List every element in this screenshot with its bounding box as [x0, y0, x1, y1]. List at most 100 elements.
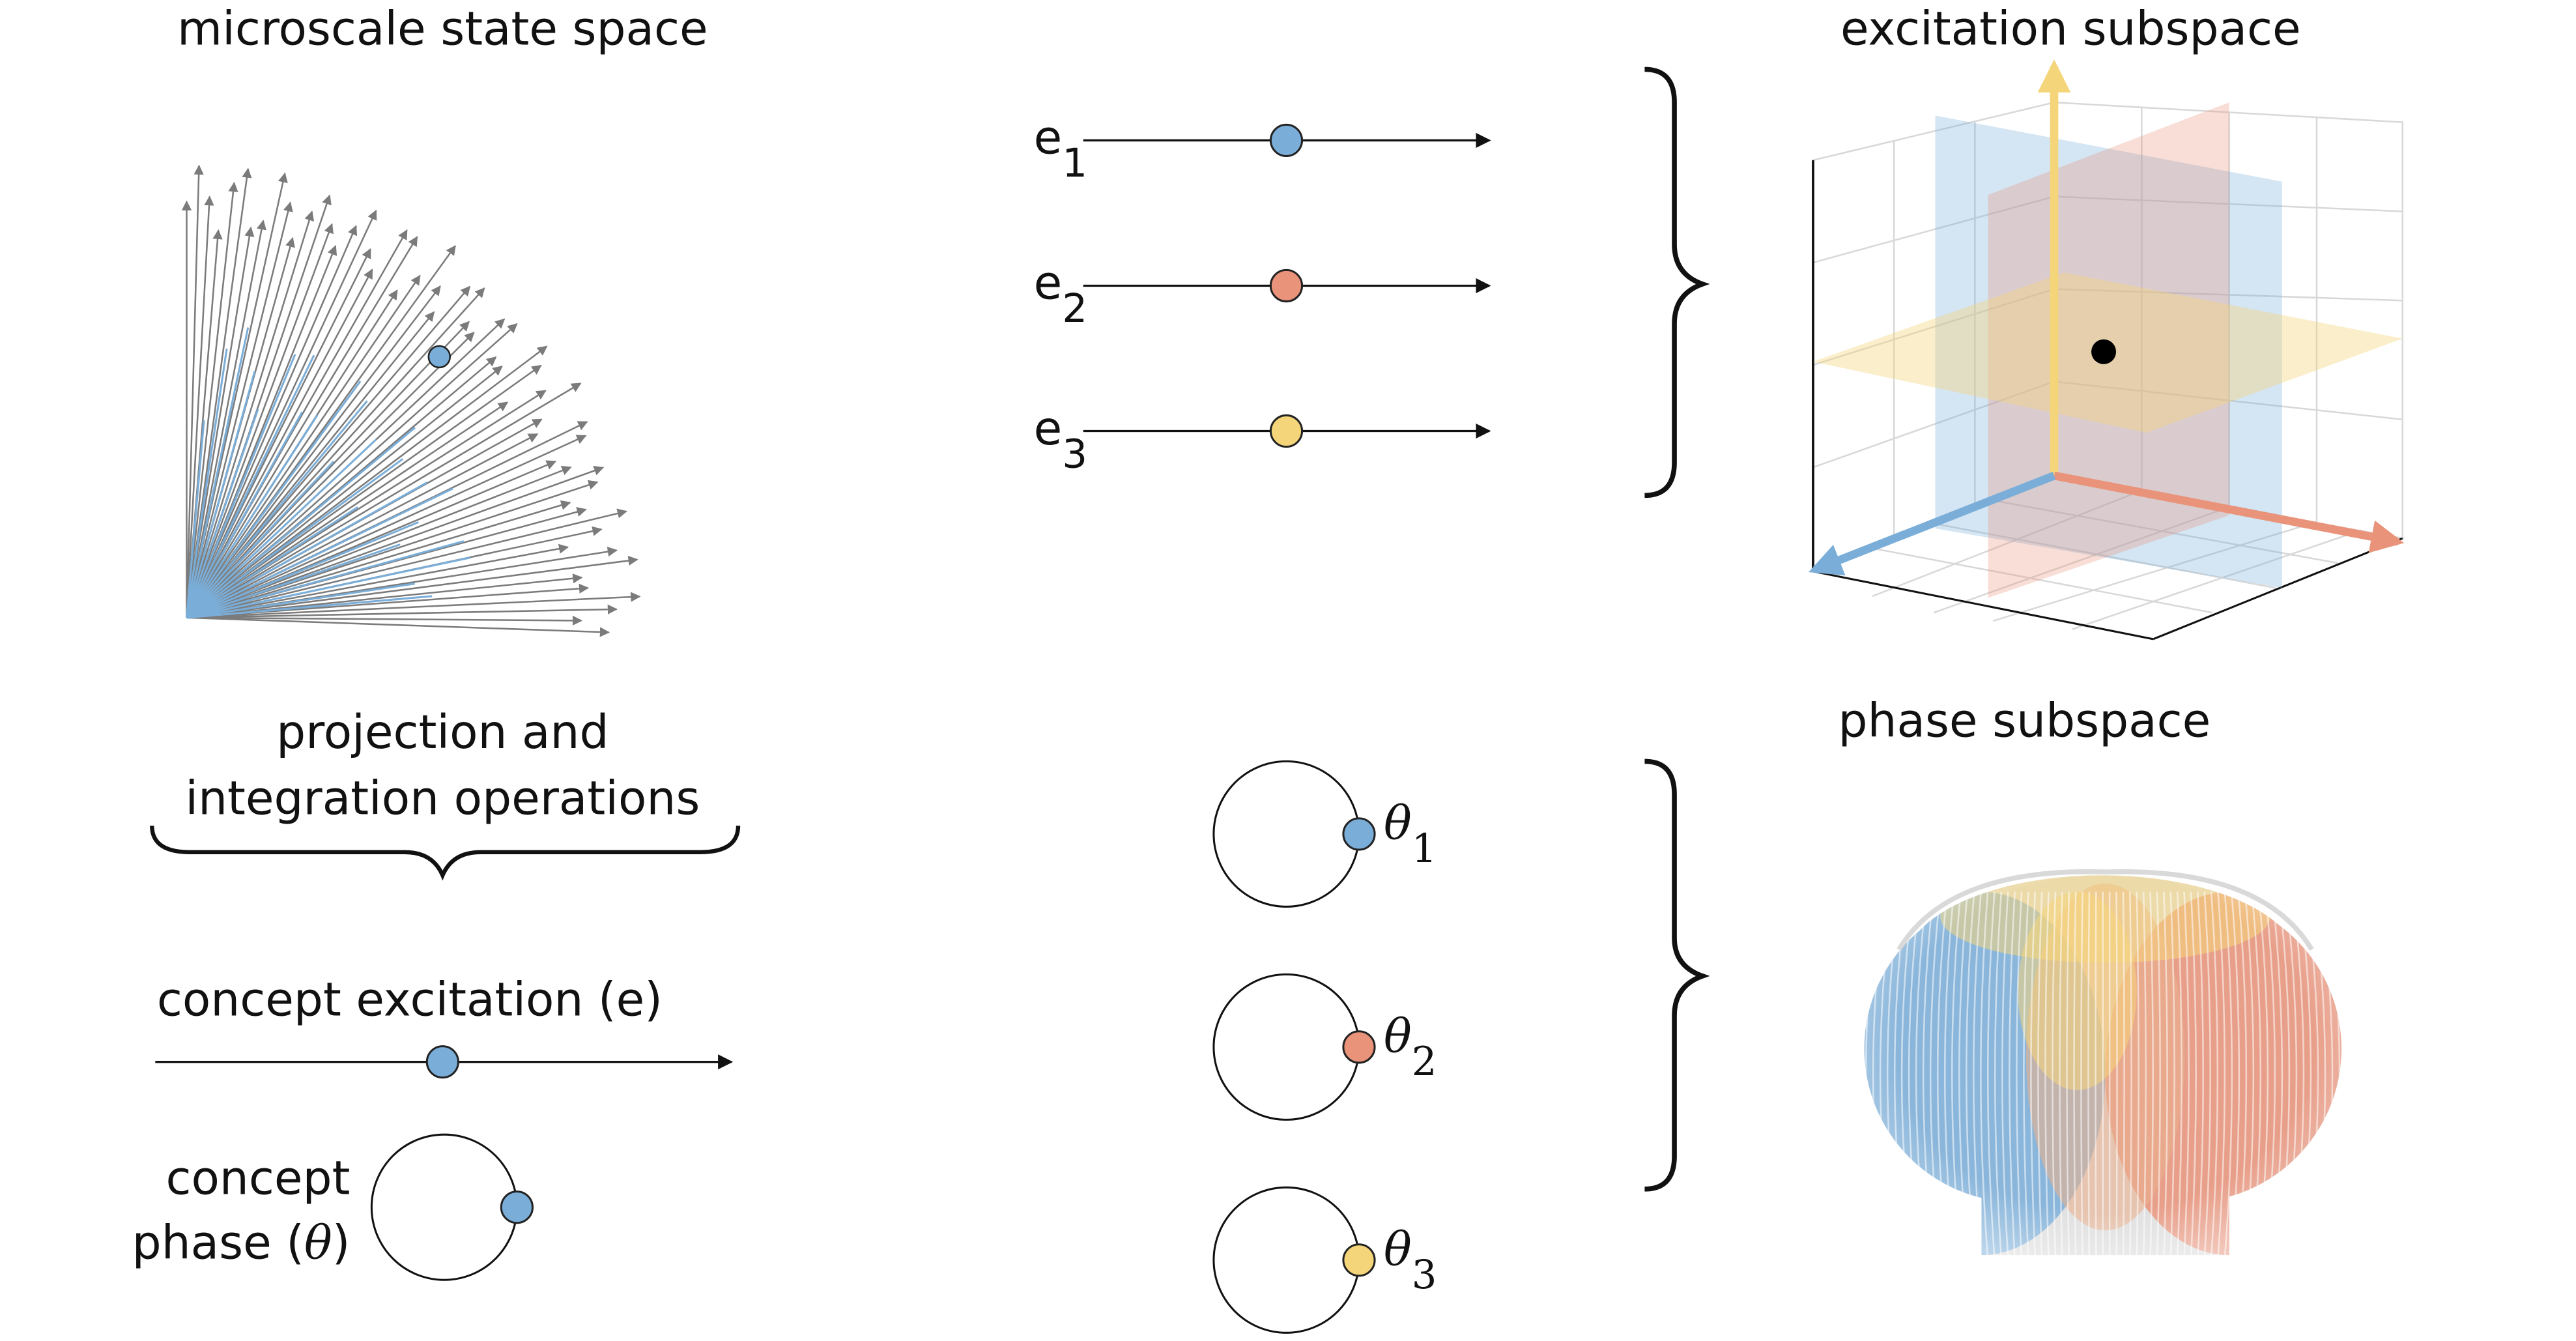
microscale-vector [186, 433, 539, 619]
microscale-vector [186, 226, 255, 618]
excitation-axis-e1: e1 [1034, 111, 1491, 186]
microscale-projection-vector [186, 400, 368, 618]
microscale-projection-vector [186, 381, 362, 618]
excitation-state-point [2091, 339, 2117, 364]
microscale-vector [186, 592, 641, 619]
microscale-projection-vector [186, 556, 470, 619]
excitation-axis-label: e1 [1034, 111, 1087, 186]
phase-circle-theta3: θ3 [1212, 1186, 1437, 1334]
phase-dot-theta3 [1342, 1243, 1376, 1277]
concept-phase-label-line2: phase (θ) [132, 1215, 351, 1269]
phase-circle [1212, 1186, 1360, 1334]
microscale-vector [186, 274, 421, 618]
microscale-projection-vector [186, 427, 416, 619]
microscale-projection-vector [186, 414, 319, 618]
microscale-projection-vector [186, 354, 296, 618]
microscale-vector [186, 210, 315, 618]
microscale-vector [186, 287, 485, 618]
excitation-axis-label: e3 [1034, 401, 1087, 477]
surface-meridian [1864, 891, 1867, 1256]
microscale-vector [186, 508, 627, 619]
microscale-vector [186, 615, 583, 626]
excitation-axis-e3: e3 [1034, 401, 1491, 477]
phase-dot-theta1 [1342, 817, 1376, 851]
microscale-projection-vector [185, 420, 205, 618]
excitation-3d-plot [1809, 59, 2406, 641]
excitation-dot-e1 [1269, 123, 1304, 158]
microscale-projection-vector [186, 540, 465, 619]
phase-circle-theta1: θ1 [1212, 760, 1437, 908]
microscale-vector [186, 164, 204, 618]
microscale-vector [186, 364, 542, 618]
surface-outline [1896, 869, 2314, 951]
microscale-projection-vector [186, 458, 404, 619]
microscale-projection-vector [186, 543, 401, 619]
operations-label-line1: projection and [276, 705, 608, 759]
microscale-projection-vector [186, 583, 415, 619]
title-phase-subspace: phase subspace [1838, 693, 2211, 747]
title-microscale: microscale state space [177, 1, 708, 55]
microscale-vector [186, 543, 569, 619]
floor-edge [1812, 570, 2154, 641]
concept-excitation-label: concept excitation (e) [157, 973, 663, 1027]
microscale-vector-fan [181, 164, 641, 637]
phase-dot-theta2 [1342, 1030, 1376, 1064]
phase-label: θ2 [1384, 1009, 1437, 1084]
axis-e1-arrow [1809, 472, 2056, 576]
microscale-vector [186, 209, 377, 618]
microscale-projection-vector [186, 409, 259, 618]
phase-label: θ1 [1384, 796, 1437, 872]
microscale-vector [186, 382, 582, 618]
microscale-projection-vector [186, 595, 433, 619]
microscale-vector [186, 195, 214, 618]
microscale-vector [186, 323, 518, 618]
phase-label: θ3 [1384, 1222, 1437, 1297]
microscale-vector [186, 225, 358, 618]
excitation-brace [1644, 66, 1710, 498]
excitation-axis-e2: e2 [1034, 256, 1491, 332]
axis-e2-arrow [2053, 471, 2405, 553]
microscale-vector [186, 236, 418, 618]
microscale-vector [186, 182, 238, 618]
microscale-state-dot [427, 345, 451, 369]
microscale-projection-vector [186, 411, 304, 618]
concept-phase-dot [500, 1190, 534, 1224]
phase-circle [1212, 973, 1360, 1121]
microscale-vector [186, 500, 571, 619]
concept-excitation-dot [425, 1045, 459, 1079]
microscale-projection-vector [185, 348, 228, 618]
concept-phase-label-line1: concept [165, 1151, 350, 1205]
microscale-vector [186, 616, 610, 637]
microscale-vector [186, 332, 475, 618]
microscale-vector [186, 465, 572, 619]
microscale-vector [186, 555, 638, 619]
microscale-vector [186, 401, 509, 618]
phase-circle [1212, 760, 1360, 908]
microscale-vector [186, 366, 503, 618]
microscale-vector [186, 201, 293, 618]
microscale-vector [186, 223, 334, 618]
concept-phase-circle [370, 1133, 518, 1281]
floor-edge [2153, 537, 2403, 641]
microscale-projection-vector [186, 482, 428, 619]
microscale-vector [186, 285, 441, 618]
microscale-vector [186, 435, 587, 619]
microscale-projection-vector [186, 506, 359, 619]
excitation-dot-e2 [1269, 268, 1304, 303]
microscale-projection-vector [186, 327, 250, 618]
microscale-vector [186, 220, 266, 618]
excitation-axis-label: e2 [1034, 256, 1087, 332]
microscale-vector [186, 465, 605, 619]
microscale-projection-vector [186, 371, 256, 618]
phase-circle-theta2: θ2 [1212, 973, 1437, 1121]
operations-brace [150, 826, 741, 881]
title-excitation-subspace: excitation subspace [1840, 1, 2301, 55]
phase-brace [1644, 758, 1710, 1192]
microscale-projection-vector [186, 354, 315, 618]
microscale-projection-vector [186, 521, 419, 619]
phase-3d-surface [1864, 869, 2341, 1256]
excitation-dot-e3 [1269, 414, 1304, 448]
microscale-vector [186, 268, 373, 618]
microscale-projection-vector [186, 439, 377, 619]
